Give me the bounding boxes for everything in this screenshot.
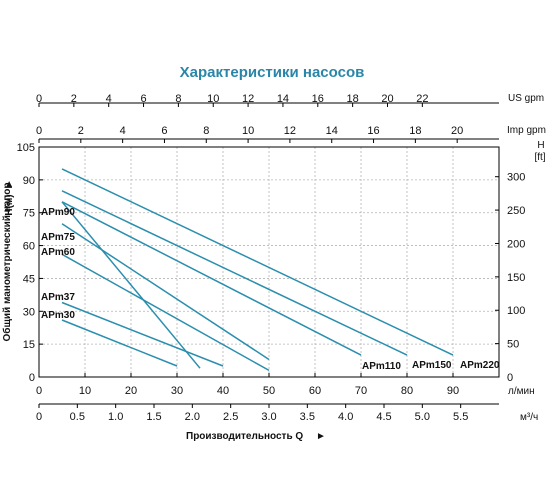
y-left-tick-label: 45 — [23, 273, 35, 285]
imp-gpm-axis-tick-label: 12 — [284, 125, 296, 137]
us-gpm-axis-tick-label: 14 — [277, 93, 289, 105]
pump-curves — [61, 168, 454, 372]
y-left-tick-label: 90 — [23, 175, 35, 187]
x-primary-tick-label: 10 — [79, 385, 91, 397]
curve-apm75 — [61, 223, 270, 361]
y-left-tick-label: 30 — [23, 306, 35, 318]
y-right-tick-label: 0 — [507, 372, 513, 384]
curve-apm37 — [61, 301, 224, 367]
y-right-tick-label: 150 — [507, 272, 525, 284]
x-primary-tick-label: 40 — [217, 385, 229, 397]
curve-apm30 — [61, 319, 178, 367]
series-label-apm220: APm220 — [460, 360, 500, 371]
imp-gpm-axis-tick-label: 16 — [367, 125, 379, 137]
us-gpm-axis-tick-label: 6 — [140, 93, 146, 105]
x-primary-unit: л/мин — [508, 386, 535, 397]
x-primary-tick-label: 90 — [447, 385, 459, 397]
m3h-axis-tick-label: 1.0 — [108, 411, 123, 423]
m3h-axis-tick-label: 3.5 — [300, 411, 315, 423]
us-gpm-axis-tick-label: 18 — [347, 93, 359, 105]
y-right-tick-label: 200 — [507, 238, 525, 250]
us-gpm-axis-tick-label: 20 — [381, 93, 393, 105]
m3h-axis-tick-label: 5.5 — [453, 411, 468, 423]
m3h-axis-tick-label: 3.0 — [261, 411, 276, 423]
imp-gpm-axis-tick-label: 2 — [78, 125, 84, 137]
axes: 0 2 4 6 8 10 12 14 16 18 20 22 US gpm 0 2 4 6 8 10 12 14 16 18… — [1, 93, 546, 442]
series-label-apm60: APm60 — [41, 247, 75, 258]
imp-gpm-axis-tick-label: 10 — [242, 125, 254, 137]
imp-gpm-axis-tick-label: 18 — [409, 125, 421, 137]
us-gpm-axis-tick-label: 2 — [71, 93, 77, 105]
us-gpm-axis-tick-label: 16 — [312, 93, 324, 105]
y-axis-unit-arrow: ► — [4, 179, 15, 189]
us-gpm-axis-tick-label: 8 — [175, 93, 181, 105]
series-label-apm30: APm30 — [41, 310, 75, 321]
us-gpm-axis-unit: US gpm — [508, 93, 544, 104]
curve-apm220 — [61, 168, 454, 356]
y-left-tick-label: 15 — [23, 339, 35, 351]
y-left-tick-label: 105 — [17, 142, 35, 154]
series-labels: APm30 APm37 APm60 APm75 APm90 APm110 APm150 APm… — [41, 207, 500, 372]
curve-apm110 — [61, 201, 362, 356]
series-label-apm110: APm110 — [362, 361, 401, 372]
x-primary-tick-label: 60 — [309, 385, 321, 397]
series-label-apm75: APm75 — [41, 232, 75, 243]
series-label-apm37: APm37 — [41, 292, 75, 303]
grid-lines — [39, 147, 499, 377]
curve-apm60 — [61, 253, 270, 372]
imp-gpm-axis-tick-label: 0 — [36, 125, 42, 137]
curve-apm90 — [61, 201, 201, 369]
y-right-tick-label: 100 — [507, 305, 525, 317]
y-right-tick-label: 250 — [507, 205, 525, 217]
y-left-tick-label: 0 — [29, 372, 35, 384]
series-label-apm90: APm90 — [41, 207, 75, 218]
x-primary-tick-label: 80 — [401, 385, 413, 397]
us-gpm-axis-tick-label: 12 — [242, 93, 254, 105]
us-gpm-axis-tick-label: 22 — [416, 93, 428, 105]
m3h-axis-tick-label: 2.0 — [185, 411, 200, 423]
m3h-axis-tick-label: 2.5 — [223, 411, 238, 423]
curve-apm150 — [61, 190, 408, 356]
imp-gpm-axis-tick-label: 8 — [203, 125, 209, 137]
series-label-apm150: APm150 — [412, 360, 452, 371]
us-gpm-axis-tick-label: 4 — [106, 93, 112, 105]
m3h-axis-tick-label: 0.5 — [70, 411, 85, 423]
imp-gpm-axis-tick-label: 20 — [451, 125, 463, 137]
m3h-axis-unit: м³/ч — [520, 412, 538, 423]
m3h-axis-tick-label: 5.0 — [415, 411, 430, 423]
chart-title: Характеристики насосов — [180, 64, 365, 81]
x-primary-tick-label: 50 — [263, 385, 275, 397]
m3h-axis-tick-label: 1.5 — [146, 411, 161, 423]
y-left-tick-label: 75 — [23, 208, 35, 220]
y-right-tick-label: 50 — [507, 339, 519, 351]
imp-gpm-axis-tick-label: 4 — [120, 125, 126, 137]
y-right-unit-line1: H — [537, 140, 544, 151]
x-primary-tick-label: 0 — [36, 385, 42, 397]
y-right-tick-label: 300 — [507, 172, 525, 184]
y-left-tick-label: 60 — [23, 241, 35, 253]
x-primary-tick-label: 20 — [125, 385, 137, 397]
y-axis-unit: H(м) — [4, 194, 15, 215]
plot-frame — [38, 146, 500, 378]
m3h-axis-tick-label: 0 — [36, 411, 42, 423]
y-axis-title: Общий манометрический напор — [1, 182, 13, 341]
x-primary-tick-label: 30 — [171, 385, 183, 397]
imp-gpm-axis-tick-label: 14 — [326, 125, 338, 137]
imp-gpm-axis-unit: Imp gpm — [507, 125, 546, 136]
y-right-unit-line2: [ft] — [534, 152, 545, 163]
m3h-axis-tick-label: 4.0 — [338, 411, 353, 423]
m3h-axis-tick-label: 4.5 — [376, 411, 391, 423]
x-axis-title: Производительность Q — [186, 431, 303, 442]
imp-gpm-axis-tick-label: 6 — [161, 125, 167, 137]
us-gpm-axis-tick-label: 10 — [207, 93, 219, 105]
us-gpm-axis-tick-label: 0 — [36, 93, 42, 105]
x-axis-title-arrow: ► — [316, 431, 326, 442]
x-primary-tick-label: 70 — [355, 385, 367, 397]
